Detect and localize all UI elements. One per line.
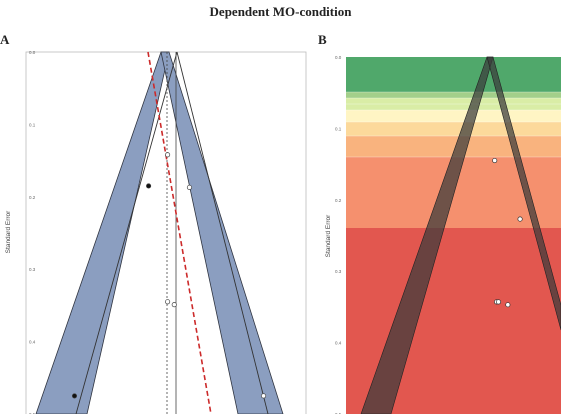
egger-regression-line [147, 51, 212, 414]
open-point [505, 302, 511, 308]
y-tick-label-b: 0.0 [335, 55, 342, 60]
open-point [495, 299, 502, 305]
funnel-band-right [160, 51, 284, 414]
y-tick-label-a: 0.0 [29, 50, 36, 55]
y-tick-label-a: 0.3 [29, 267, 36, 272]
y-tick-label-b: 0.4 [335, 341, 342, 346]
significance-contour-region [346, 122, 561, 136]
open-point [171, 302, 177, 308]
filled-point [71, 393, 78, 399]
y-axis-label-b: Standard Error [325, 214, 332, 257]
open-point [165, 152, 171, 158]
y-tick-label-b: 0.1 [335, 126, 342, 131]
significance-contour-region [346, 92, 561, 98]
y-tick-label-a: 0.1 [29, 122, 36, 127]
y-tick-label-a: 0.5 [29, 412, 36, 414]
y-tick-label-b: 0.2 [335, 198, 342, 203]
panel-a-label: A [0, 32, 10, 47]
funnel-band-right-b [486, 56, 561, 331]
significance-contour-region [346, 110, 561, 122]
open-point [260, 393, 267, 399]
open-point [492, 157, 498, 164]
funnel-line-right [176, 51, 269, 414]
y-tick-label-b: 0.3 [335, 269, 342, 274]
figure-title: Dependent MO-condition [209, 4, 352, 19]
y-tick-label-a: 0.2 [29, 195, 36, 200]
significance-contour-region [346, 136, 561, 157]
open-point [517, 216, 523, 222]
significance-contour-region [346, 104, 561, 110]
open-point [165, 299, 171, 305]
significance-contour-region [346, 98, 561, 104]
y-tick-label-a: 0.4 [29, 340, 36, 345]
filled-point [146, 183, 152, 189]
significance-contour-region [346, 57, 561, 92]
y-tick-label-b: 0.5 [335, 412, 342, 414]
funnel-line-left [75, 51, 178, 414]
open-point [186, 184, 193, 190]
y-axis-label-a: Standard Error [5, 210, 12, 253]
panel-b-label: B [318, 32, 327, 47]
